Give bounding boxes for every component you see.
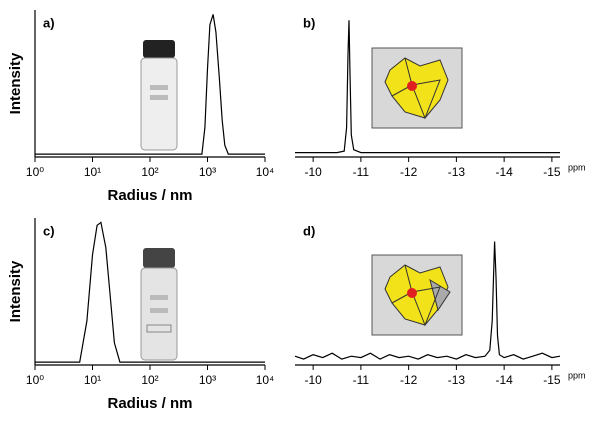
x-tick-label: -10: [304, 373, 322, 387]
x-tick-label: -14: [495, 373, 513, 387]
y-axis-label: Intensity: [7, 260, 24, 322]
x-tick-label: 10³: [199, 373, 216, 387]
x-tick-label: -12: [400, 165, 418, 179]
x-tick-label: 10⁴: [256, 373, 275, 387]
cluster-inset: [371, 254, 463, 336]
vial-inset: [140, 40, 178, 151]
data-line: [294, 241, 561, 360]
x-unit: ppm: [568, 162, 586, 172]
panel-label: c): [43, 223, 55, 238]
x-tick-label: -12: [400, 373, 418, 387]
x-tick-label: 10⁴: [256, 165, 275, 179]
x-unit: ppm: [568, 370, 586, 380]
x-axis-label: Radius / nm: [107, 187, 192, 204]
data-line: [35, 221, 265, 363]
x-tick-label: -10: [304, 165, 322, 179]
x-tick-label: 10¹: [84, 165, 101, 179]
vial-inset: [140, 248, 178, 361]
panel-label: a): [43, 15, 55, 30]
x-tick-label: 10²: [141, 165, 158, 179]
x-tick-label: 10²: [141, 373, 158, 387]
cluster-inset: [371, 47, 463, 129]
y-axis-label: Intensity: [7, 52, 24, 114]
x-tick-label: -14: [495, 165, 513, 179]
data-line: [35, 14, 265, 155]
x-tick-label: -11: [353, 373, 370, 387]
x-tick-label: 10¹: [84, 373, 101, 387]
x-tick-label: -13: [448, 165, 466, 179]
x-tick-label: 10⁰: [26, 165, 44, 179]
panel-label: d): [303, 223, 315, 238]
x-tick-label: 10⁰: [26, 373, 44, 387]
x-tick-label: -13: [448, 373, 466, 387]
data-line: [295, 20, 560, 154]
panel-label: b): [303, 15, 315, 30]
x-tick-label: -15: [543, 373, 561, 387]
x-tick-label: -11: [353, 165, 370, 179]
x-axis-label: Radius / nm: [107, 395, 192, 412]
x-tick-label: -15: [543, 165, 561, 179]
x-tick-label: 10³: [199, 165, 216, 179]
